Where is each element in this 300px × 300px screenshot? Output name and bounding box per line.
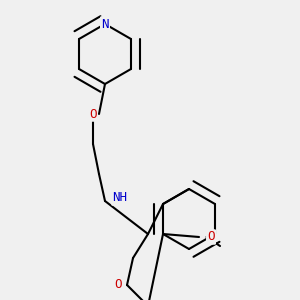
Text: O: O xyxy=(89,107,97,121)
Text: O: O xyxy=(207,230,215,244)
Text: N: N xyxy=(101,17,109,31)
Text: O: O xyxy=(114,278,122,292)
Text: NH: NH xyxy=(112,191,128,205)
